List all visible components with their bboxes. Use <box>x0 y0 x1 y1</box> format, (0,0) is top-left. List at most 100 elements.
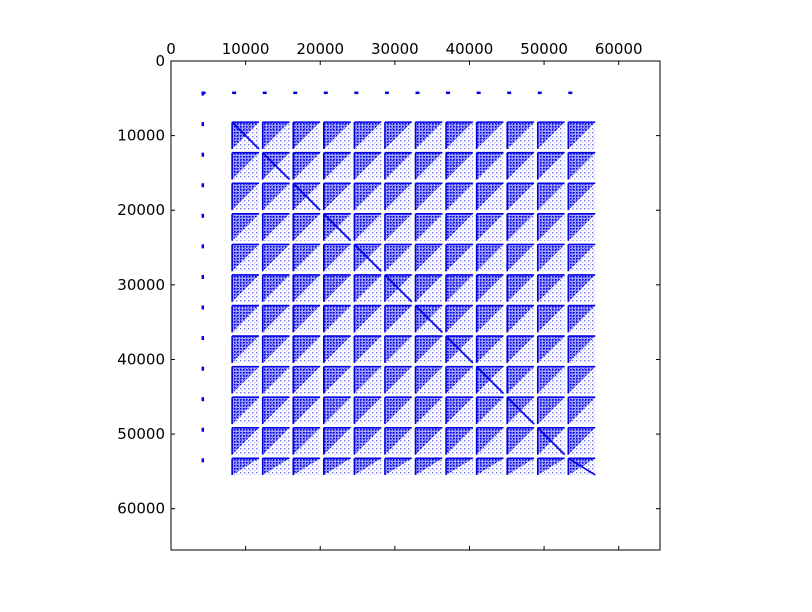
border-marker-top <box>537 91 542 95</box>
sparsity-block <box>475 243 504 272</box>
sparsity-block <box>231 243 260 272</box>
block-dense-triangle <box>293 152 321 180</box>
sparsity-block <box>536 396 565 425</box>
x-tick-label: 50000 <box>520 40 568 58</box>
block-dense-triangle <box>293 366 321 394</box>
sparsity-block <box>292 365 321 394</box>
border-marker-left <box>201 213 205 218</box>
sparsity-block <box>445 304 473 333</box>
sparsity-block <box>567 396 596 425</box>
sparsity-block <box>567 457 596 476</box>
block-dense-triangle <box>415 366 443 394</box>
block-dense-triangle <box>415 122 443 150</box>
block-dense-triangle <box>354 152 382 180</box>
sparsity-blocks <box>201 91 596 476</box>
sparsity-block <box>506 243 535 272</box>
sparsity-block <box>445 213 473 241</box>
block-dense-triangle <box>262 427 290 455</box>
block-dense-triangle <box>232 336 260 363</box>
sparsity-block <box>567 304 596 333</box>
block-dense-triangle <box>384 366 412 394</box>
block-dense-triangle <box>232 427 260 455</box>
sparsity-block <box>475 274 504 302</box>
sparsity-block <box>475 304 504 333</box>
block-dense-triangle <box>354 336 382 363</box>
axis-ticks: 0 10000 20000 30000 40000 50000 60000 0 10000 200… <box>117 40 660 550</box>
sparsity-block <box>261 426 290 455</box>
block-dense-triangle <box>476 213 504 241</box>
block-dense-triangle <box>415 274 443 302</box>
block-dense-triangle <box>446 122 473 150</box>
block-dense-triangle <box>446 152 473 180</box>
block-dense-triangle <box>262 305 290 333</box>
border-marker-top <box>507 91 512 95</box>
block-dense-triangle <box>415 458 443 475</box>
sparsity-block <box>567 274 596 302</box>
sparsity-block <box>384 426 412 455</box>
sparsity-block <box>445 182 473 211</box>
block-dense-triangle <box>537 336 565 363</box>
sparsity-block <box>414 335 443 363</box>
sparsity-block <box>261 396 290 425</box>
y-tick-label: 0 <box>155 52 165 70</box>
sparsity-block <box>231 396 260 425</box>
sparsity-block <box>536 151 565 180</box>
sparsity-block <box>536 304 565 333</box>
sparsity-block <box>261 213 290 241</box>
sparsity-block <box>323 243 351 272</box>
block-dense-triangle <box>262 458 290 475</box>
block-diagonal <box>292 182 321 211</box>
sparsity-block <box>506 304 535 333</box>
block-dense-triangle <box>384 305 412 333</box>
border-marker-top <box>476 91 481 95</box>
sparsity-block <box>506 182 535 211</box>
sparsity-block <box>323 182 351 211</box>
sparsity-block <box>353 335 382 363</box>
block-dense-triangle <box>384 458 412 475</box>
block-dense-triangle <box>415 213 443 241</box>
sparsity-block <box>261 365 290 394</box>
block-dense-triangle <box>507 213 535 241</box>
block-dense-triangle <box>384 244 412 272</box>
block-dense-triangle <box>293 213 321 241</box>
x-tick-label: 20000 <box>296 40 344 58</box>
block-dense-triangle <box>568 152 596 180</box>
sparsity-block <box>536 182 565 211</box>
block-diagonal <box>506 396 535 425</box>
sparsity-block <box>323 426 351 455</box>
sparsity-block <box>231 335 260 363</box>
sparsity-block <box>536 243 565 272</box>
sparsity-block <box>506 426 535 455</box>
block-dense-triangle <box>262 336 290 363</box>
sparsity-block <box>231 182 260 211</box>
border-marker-left <box>201 366 205 371</box>
block-dense-triangle <box>293 336 321 363</box>
sparsity-block <box>506 457 535 475</box>
block-dense-triangle <box>384 122 412 150</box>
block-dense-triangle <box>323 305 351 333</box>
sparsity-block <box>231 151 260 180</box>
block-dense-triangle <box>446 458 473 475</box>
axes-frame <box>170 60 661 551</box>
block-dense-triangle <box>262 244 290 272</box>
block-dense-triangle <box>293 458 321 475</box>
sparsity-block <box>567 365 596 394</box>
sparsity-block <box>261 304 290 333</box>
block-diagonal <box>384 274 413 303</box>
block-dense-triangle <box>446 183 473 211</box>
block-dense-triangle <box>507 122 535 150</box>
sparsity-block <box>414 426 443 455</box>
x-tick-label: 10000 <box>222 40 270 58</box>
sparsity-block <box>414 304 443 333</box>
border-marker-left <box>201 244 205 249</box>
sparsity-block <box>536 121 565 150</box>
sparsity-block <box>414 121 443 150</box>
sparsity-block <box>567 335 596 363</box>
y-tick-label: 20000 <box>117 201 165 219</box>
block-dense-triangle <box>262 122 290 150</box>
border-marker-top <box>354 91 359 95</box>
block-dense-triangle <box>507 244 535 272</box>
block-dense-triangle <box>568 336 596 363</box>
sparsity-block <box>231 365 260 394</box>
